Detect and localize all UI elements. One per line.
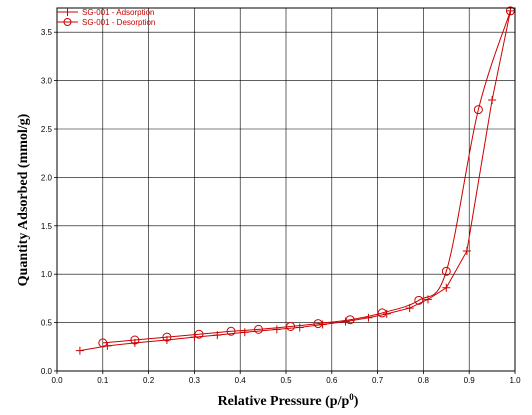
x-axis-title-main: Relative Pressure (p/p	[218, 394, 350, 409]
x-axis-title: Relative Pressure (p/p0)	[218, 392, 359, 409]
x-tick-label: 0.7	[372, 376, 384, 385]
legend-plus-marker	[63, 8, 72, 16]
adsorption-point	[240, 328, 249, 337]
adsorption-point	[462, 246, 471, 255]
legend-circle-marker	[63, 18, 72, 26]
grid-lines	[57, 8, 515, 371]
adsorption-point	[75, 346, 84, 355]
desorption-point	[441, 266, 451, 276]
adsorption-point	[405, 304, 414, 313]
adsorption-point	[318, 320, 327, 329]
desorption-point	[414, 295, 424, 305]
legend: SG-001 - Adsorption SG-001 - Desorption	[57, 8, 155, 27]
adsorption-point	[364, 313, 373, 322]
legend-item-adsorption: SG-001 - Adsorption	[57, 8, 154, 17]
y-tick-label: 0.5	[41, 319, 53, 328]
tick-labels: 0.0 0.1 0.2 0.3 0.4 0.5 0.6 0.7 0.8 0.9 1.0 0.0 0.5 1…	[41, 28, 521, 385]
legend-item-desorption: SG-001 - Desorption	[57, 18, 155, 27]
x-tick-label: 1.0	[509, 376, 521, 385]
x-tick-label: 0.9	[464, 376, 476, 385]
legend-label-desorption: SG-001 - Desorption	[82, 18, 155, 27]
y-tick-label: 2.5	[41, 125, 53, 134]
y-tick-label: 1.0	[41, 270, 53, 279]
adsorption-point	[341, 317, 350, 326]
x-tick-label: 0.1	[97, 376, 109, 385]
adsorption-line	[79, 10, 511, 352]
desorption-line	[102, 10, 511, 344]
desorption-point	[345, 315, 355, 325]
x-axis-title-sup: 0	[349, 392, 354, 402]
x-tick-label: 0.4	[235, 376, 247, 385]
series-layer	[75, 6, 515, 355]
x-tick-label: 0.0	[51, 376, 63, 385]
x-tick-label: 0.5	[280, 376, 292, 385]
desorption-point	[254, 324, 264, 334]
x-tick-label: 0.6	[326, 376, 338, 385]
desorption-point	[130, 335, 140, 345]
adsorption-point	[442, 283, 451, 292]
x-tick-label: 0.2	[143, 376, 155, 385]
legend-label-adsorption: SG-001 - Adsorption	[82, 8, 154, 17]
x-tick-label: 0.8	[418, 376, 430, 385]
y-tick-label: 0.0	[41, 367, 53, 376]
adsorption-point	[295, 323, 304, 332]
desorption-point	[194, 329, 204, 339]
plot-frame	[56, 7, 516, 372]
y-tick-label: 3.5	[41, 28, 53, 37]
x-axis-title-tail: )	[354, 394, 359, 409]
adsorption-point	[103, 341, 112, 350]
adsorption-point	[272, 325, 281, 334]
y-tick-label: 1.5	[41, 222, 53, 231]
desorption-point	[377, 308, 387, 318]
desorption-point	[286, 321, 296, 331]
y-tick-label: 3.0	[41, 77, 53, 86]
x-tick-label: 0.3	[189, 376, 201, 385]
desorption-point	[162, 332, 172, 342]
desorption-point	[313, 319, 323, 329]
desorption-point	[505, 6, 515, 16]
desorption-point	[473, 105, 483, 115]
desorption-point	[226, 326, 236, 336]
adsorption-point	[488, 95, 497, 104]
y-tick-label: 2.0	[41, 173, 53, 182]
y-axis-title: Quantity Adsorbed (mmol/g)	[16, 113, 31, 286]
desorption-point	[98, 338, 108, 348]
